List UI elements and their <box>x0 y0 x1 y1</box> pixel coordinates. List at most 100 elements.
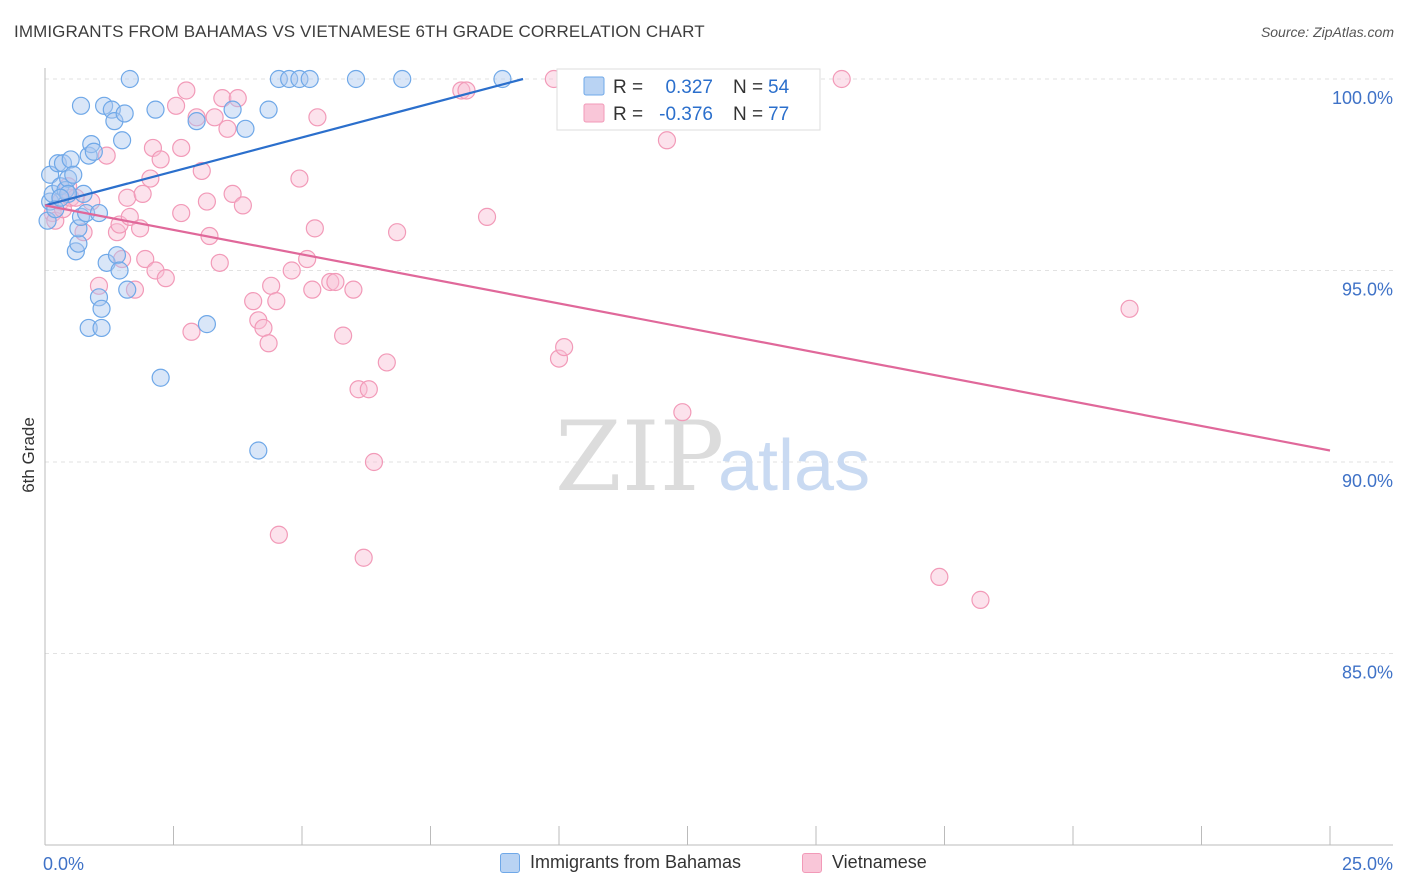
bahamas-point <box>120 69 139 89</box>
vietnamese-point <box>125 280 145 299</box>
vietnamese-point <box>673 403 692 422</box>
vietnamese-point <box>321 272 340 292</box>
vietnamese-point <box>136 249 155 269</box>
bahamas-point <box>71 96 91 115</box>
chart-title: IMMIGRANTS FROM BAHAMAS VS VIETNAMESE 6T… <box>14 22 705 41</box>
legend-label-vietnamese: Vietnamese <box>832 852 927 872</box>
bahamas-point <box>105 112 124 131</box>
bahamas-point <box>151 368 170 387</box>
bahamas-point <box>89 288 109 307</box>
x-tick-label-start: 0.0% <box>43 854 84 874</box>
bahamas-point <box>249 441 268 460</box>
bahamas-point <box>107 246 127 265</box>
watermark-zip: ZIP <box>555 401 724 513</box>
vietnamese-point <box>244 292 263 311</box>
vietnamese-point <box>267 292 286 311</box>
x-tick-labels: 0.0% 25.0% <box>43 854 1393 874</box>
bahamas-point <box>92 318 111 338</box>
vietnamese-point <box>387 223 407 242</box>
vietnamese-point <box>210 253 229 272</box>
vietnamese-point <box>334 326 353 345</box>
y-tick-labels: 85.0% 90.0% 95.0% 100.0% <box>1332 88 1393 683</box>
legend-item-bahamas: Immigrants from Bahamas <box>500 852 741 873</box>
bahamas-point <box>110 261 129 280</box>
legend-swatch-bahamas <box>500 852 520 873</box>
stats-n-value-blue: 54 <box>768 77 790 98</box>
vietnamese-point <box>223 184 242 203</box>
stats-swatch-pink <box>583 103 605 123</box>
vietnamese-point <box>1120 299 1139 318</box>
bahamas-point <box>146 100 165 119</box>
vietnamese-point <box>213 89 232 108</box>
stats-swatch-blue <box>583 76 605 96</box>
bahamas-point <box>92 299 111 318</box>
vietnamese-point <box>172 203 191 223</box>
vietnamese-point <box>166 96 186 115</box>
vietnamese-point <box>133 184 152 203</box>
vietnamese-point <box>146 261 165 280</box>
vietnamese-point <box>282 261 301 280</box>
vietnamese-point <box>298 249 317 269</box>
vietnamese-point <box>156 269 175 288</box>
bahamas-point <box>290 69 309 89</box>
bahamas-point <box>115 104 134 123</box>
vietnamese-point <box>259 334 278 353</box>
bahamas-points <box>38 69 512 460</box>
bahamas-point <box>346 69 366 89</box>
bahamas-point <box>300 69 319 89</box>
vietnamese-point <box>364 452 384 472</box>
vietnamese-points <box>43 69 1139 609</box>
bahamas-point <box>393 69 412 89</box>
vietnamese-point <box>326 272 345 292</box>
legend-swatch-vietnamese <box>802 852 822 873</box>
vietnamese-trend-line <box>44 204 1331 452</box>
vietnamese-point <box>555 338 574 357</box>
vietnamese-point <box>254 318 273 338</box>
bahamas-point <box>89 203 109 223</box>
vietnamese-point <box>354 548 373 567</box>
vietnamese-point <box>477 207 497 226</box>
vietnamese-point <box>657 131 677 150</box>
legend-item-vietnamese: Vietnamese <box>802 852 927 873</box>
bahamas-point <box>118 280 137 299</box>
bahamas-point <box>69 219 88 238</box>
vietnamese-point <box>290 169 309 188</box>
vietnamese-point <box>187 108 206 127</box>
bahamas-point <box>259 100 278 119</box>
vietnamese-point <box>205 108 224 127</box>
bahamas-point <box>187 112 206 131</box>
stats-r-value-pink: -0.376 <box>659 104 713 125</box>
vietnamese-point <box>549 349 569 368</box>
vietnamese-point <box>118 188 137 207</box>
y-tick-label: 85.0% <box>1342 663 1393 683</box>
axes <box>44 68 1393 846</box>
vietnamese-point <box>930 567 949 587</box>
vietnamese-point <box>377 353 396 372</box>
trend-lines <box>44 77 1331 452</box>
y-tick-label: 90.0% <box>1342 471 1393 491</box>
vietnamese-point <box>269 525 288 544</box>
bahamas-point <box>280 69 299 89</box>
x-tick-label-end: 25.0% <box>1342 854 1393 874</box>
vietnamese-point <box>151 150 170 169</box>
stats-r-label-pink: R = <box>613 104 643 125</box>
y-tick-label: 100.0% <box>1332 88 1393 108</box>
watermark-atlas: atlas <box>718 426 870 506</box>
vietnamese-point <box>218 119 237 138</box>
vietnamese-point <box>832 69 851 89</box>
vietnamese-point <box>303 280 322 299</box>
vietnamese-point <box>228 89 247 108</box>
vietnamese-point <box>308 108 327 127</box>
bahamas-point <box>269 69 288 89</box>
bahamas-point <box>84 142 103 161</box>
vietnamese-point <box>192 161 211 181</box>
series-legend: Immigrants from Bahamas Vietnamese <box>0 852 1406 878</box>
bahamas-point <box>61 150 80 169</box>
bahamas-point <box>79 318 98 338</box>
y-axis-label: 6th Grade <box>19 417 38 493</box>
vietnamese-point <box>233 196 252 215</box>
stats-n-label-pink: N = <box>733 104 763 125</box>
bahamas-point <box>69 234 88 253</box>
vietnamese-point <box>172 138 191 158</box>
